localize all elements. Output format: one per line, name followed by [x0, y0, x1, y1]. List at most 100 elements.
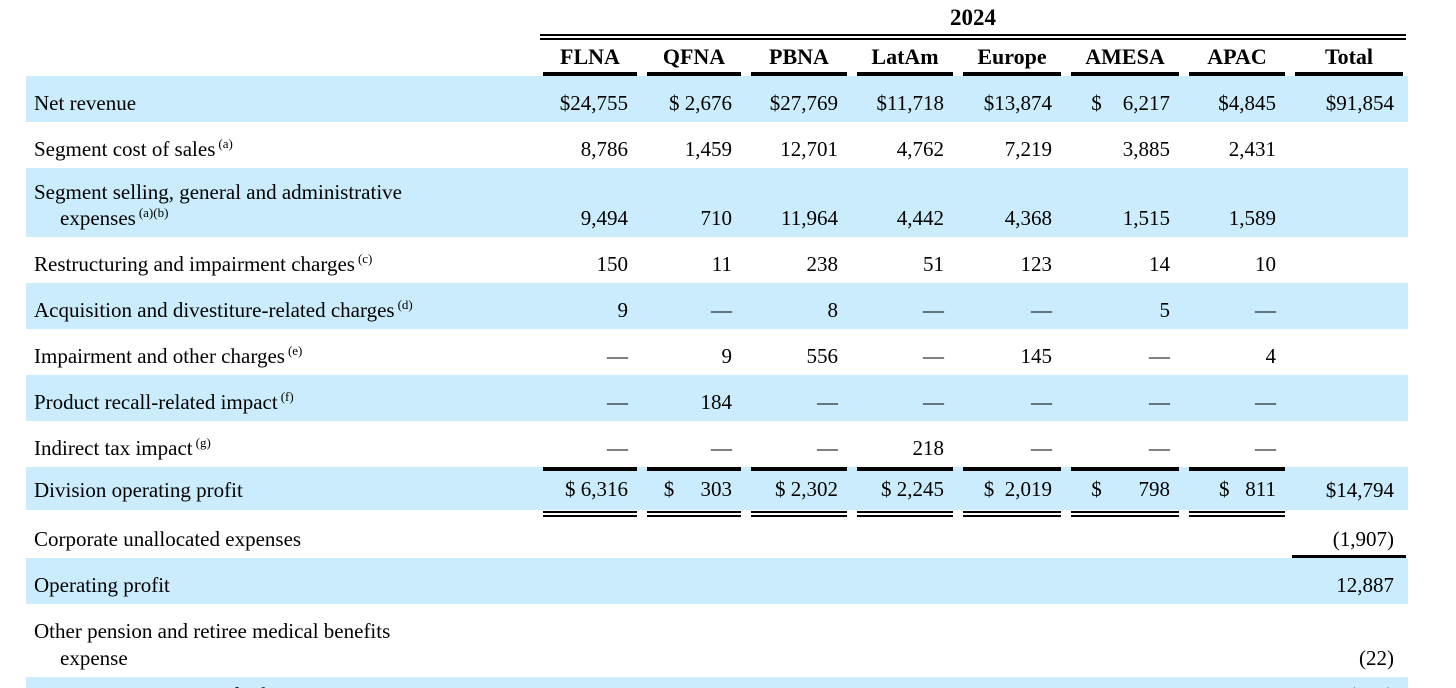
- value-cell: 710: [642, 168, 746, 238]
- double-rule: [642, 509, 746, 521]
- value-cell: [958, 521, 1066, 558]
- value-cell: 7,219: [1004, 137, 1052, 161]
- empty-cell: [26, 509, 538, 521]
- value-cell: $14,794: [1290, 467, 1408, 510]
- value-cell: [852, 557, 958, 604]
- value-cell: 5: [1066, 283, 1184, 330]
- row-segment-cost-of-sales: Segment cost of sales (a) 8,786 1,459 12,…: [26, 122, 1408, 168]
- column-header-flna: FLNA: [538, 40, 642, 77]
- value-cell: [958, 676, 1066, 688]
- value-cell: [538, 676, 642, 688]
- value-cell: 12,701: [780, 137, 838, 161]
- value-cell: —: [538, 375, 642, 422]
- value-cell: —: [852, 375, 958, 422]
- row-corporate-unallocated-expenses: Corporate unallocated expenses (1,907): [26, 521, 1408, 558]
- value-cell: [642, 521, 746, 558]
- value-cell: 10: [1255, 252, 1276, 276]
- value-cell: $ 2,302: [746, 467, 852, 510]
- value-cell: 11: [711, 252, 732, 276]
- row-net-revenue: Net revenue $24,755 $ 2,676 $27,769 $11,…: [26, 76, 1408, 123]
- value-cell: (919): [1290, 676, 1408, 688]
- value-cell: $91,854: [1290, 76, 1408, 123]
- row-label: Indirect tax impact (g): [34, 435, 211, 460]
- row-indirect-tax-impact: Indirect tax impact (g) — — — 218 — — —: [26, 421, 1408, 467]
- footnote-marker: (d): [397, 297, 413, 312]
- row-label: Acquisition and divestiture-related char…: [26, 283, 538, 330]
- value-cell: [642, 557, 746, 604]
- row-other-pension-retiree-medical: Other pension and retiree medical benefi…: [26, 604, 1408, 677]
- row-division-operating-profit: Division operating profit $ 6,316 $ 303 …: [26, 467, 1408, 510]
- double-rule: [852, 509, 958, 521]
- value-cell: 123: [1020, 252, 1053, 276]
- value-cell: —: [1184, 283, 1290, 330]
- value-cell: $ 2,245: [852, 467, 958, 510]
- value-cell: [852, 676, 958, 688]
- column-header-apac: APAC: [1184, 40, 1290, 77]
- value-cell: (1,907): [1290, 521, 1408, 558]
- value-cell: 4: [1265, 344, 1277, 368]
- row-label: Net interest expense and other: [26, 676, 538, 688]
- value-cell: $27,769: [746, 76, 852, 123]
- value-cell: —: [746, 375, 852, 422]
- value-cell: 9: [721, 344, 733, 368]
- value-cell: [1290, 375, 1408, 422]
- footnote-marker: (e): [287, 343, 303, 358]
- value-cell: [1066, 557, 1184, 604]
- row-acquisition-divestiture-charges: Acquisition and divestiture-related char…: [26, 283, 1408, 330]
- row-label: Restructuring and impairment charges (c): [34, 251, 373, 276]
- value-cell: [1290, 421, 1408, 467]
- value-cell: [1184, 521, 1290, 558]
- column-header-europe: Europe: [958, 40, 1066, 77]
- empty-cell: [26, 4, 538, 40]
- value-cell: —: [642, 283, 746, 330]
- value-cell: $13,874: [958, 76, 1066, 123]
- value-cell: $4,845: [1184, 76, 1290, 123]
- column-header-row: FLNA QFNA PBNA LatAm Europe AMESA APAC T…: [26, 40, 1408, 77]
- value-cell: [1290, 168, 1408, 238]
- value-cell: $ 811: [1184, 467, 1290, 510]
- value-cell: $ 303: [642, 467, 746, 510]
- row-product-recall-impact: Product recall-related impact (f) — 184 —…: [26, 375, 1408, 422]
- value-cell: —: [1149, 436, 1170, 460]
- empty-cell: [26, 40, 538, 77]
- value-cell: [746, 521, 852, 558]
- value-cell: [642, 676, 746, 688]
- value-cell: —: [852, 283, 958, 330]
- row-label: Segment selling, general and administrat…: [26, 168, 538, 238]
- footnote-marker: (a)(b): [138, 205, 169, 220]
- value-cell: [538, 604, 642, 677]
- value-cell: [642, 604, 746, 677]
- double-rule: [1184, 509, 1290, 521]
- value-cell: 4,368: [958, 168, 1066, 238]
- value-cell: [1066, 676, 1184, 688]
- row-label: Corporate unallocated expenses: [34, 526, 302, 551]
- column-header-total: Total: [1290, 40, 1408, 77]
- footnote-marker: (a): [218, 136, 233, 151]
- double-rule: [538, 509, 642, 521]
- row-label: Division operating profit: [26, 467, 538, 510]
- value-cell: $ 2,019: [958, 467, 1066, 510]
- value-cell: [1290, 283, 1408, 330]
- value-cell: $11,718: [852, 76, 958, 123]
- value-cell: 184: [642, 375, 746, 422]
- column-header-latam: LatAm: [852, 40, 958, 77]
- value-cell: 4,762: [896, 137, 944, 161]
- value-cell: —: [607, 344, 628, 368]
- value-cell: —: [1149, 344, 1170, 368]
- value-cell: [1184, 604, 1290, 677]
- value-cell: —: [1066, 375, 1184, 422]
- value-cell: —: [923, 344, 944, 368]
- row-segment-sga-expenses: Segment selling, general and administrat…: [26, 168, 1408, 238]
- value-cell: [1184, 676, 1290, 688]
- value-cell: [1290, 329, 1408, 375]
- value-cell: $ 2,676: [642, 76, 746, 123]
- double-rule: [958, 509, 1066, 521]
- row-label: Product recall-related impact (f): [26, 375, 538, 422]
- value-cell: 8,786: [580, 137, 628, 161]
- row-label: Impairment and other charges (e): [34, 343, 303, 368]
- segment-results-table: 2024 FLNA QFNA PBNA LatAm Europe AMESA A…: [26, 4, 1408, 688]
- value-cell: $ 798: [1066, 467, 1184, 510]
- value-cell: [852, 521, 958, 558]
- value-cell: [852, 604, 958, 677]
- value-cell: [538, 521, 642, 558]
